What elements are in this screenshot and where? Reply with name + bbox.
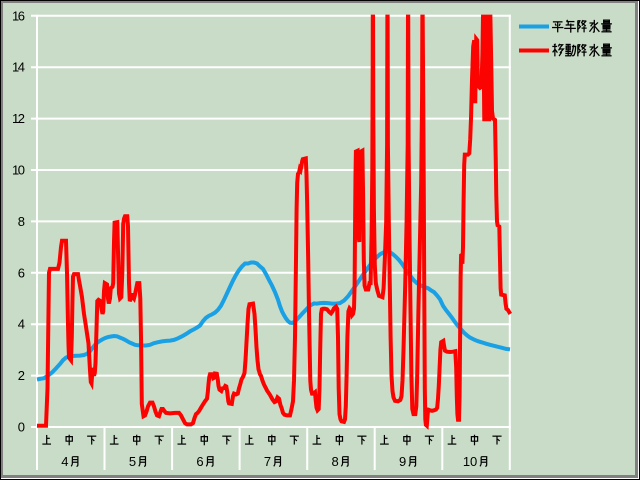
svg-text:14: 14 [12, 60, 25, 75]
svg-text:0: 0 [18, 420, 25, 435]
svg-text:6: 6 [196, 454, 203, 469]
svg-text:8: 8 [18, 214, 25, 229]
svg-text:12: 12 [12, 111, 25, 126]
svg-text:4: 4 [61, 454, 68, 469]
svg-text:6: 6 [18, 265, 25, 280]
svg-text:2: 2 [18, 368, 25, 383]
svg-text:16: 16 [12, 8, 25, 23]
svg-text:5: 5 [129, 454, 136, 469]
svg-text:7: 7 [264, 454, 271, 469]
svg-text:9: 9 [399, 454, 406, 469]
svg-text:4: 4 [18, 317, 25, 332]
svg-text:8: 8 [331, 454, 338, 469]
svg-text:10: 10 [463, 454, 477, 469]
svg-text:10: 10 [12, 163, 25, 178]
